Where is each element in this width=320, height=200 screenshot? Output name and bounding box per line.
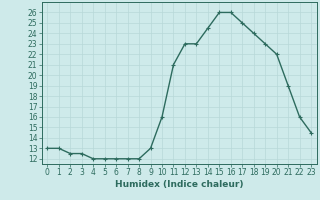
X-axis label: Humidex (Indice chaleur): Humidex (Indice chaleur) (115, 180, 244, 189)
